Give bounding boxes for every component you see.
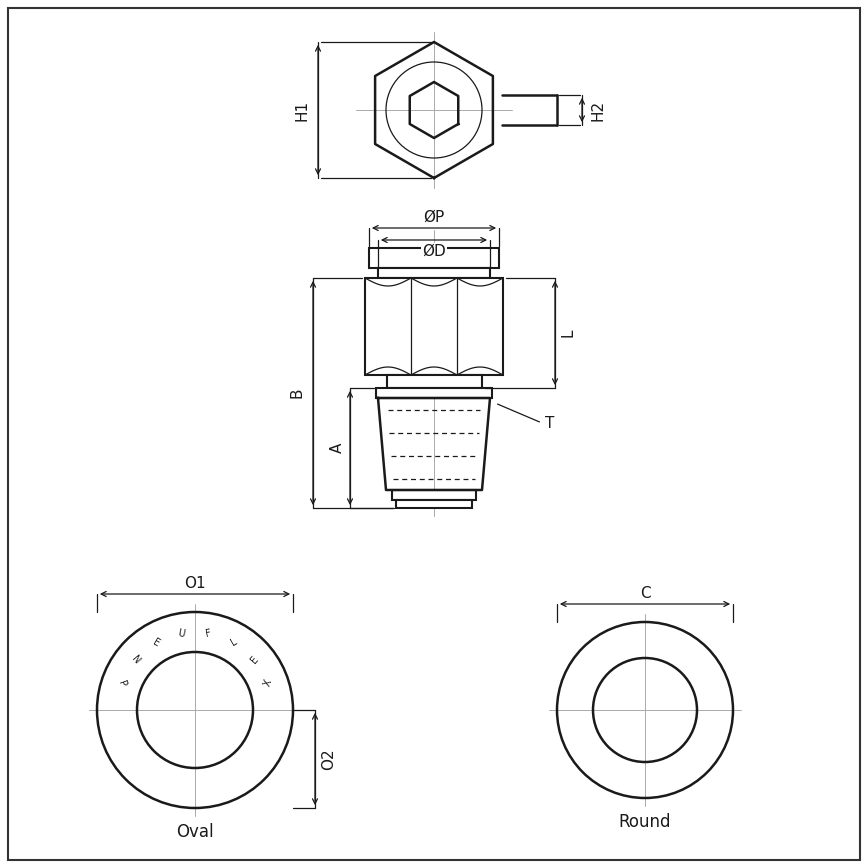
Text: L: L (561, 329, 575, 338)
Text: O2: O2 (321, 748, 337, 770)
Bar (369, 248, 499, 268)
Text: E: E (249, 654, 260, 666)
Text: B: B (290, 388, 305, 398)
Text: Oval: Oval (176, 823, 214, 841)
Text: L: L (229, 637, 239, 648)
Text: F: F (205, 628, 212, 639)
Text: O1: O1 (184, 575, 206, 590)
Text: H2: H2 (590, 100, 606, 121)
Text: U: U (177, 628, 186, 639)
Text: N: N (129, 654, 141, 666)
Text: Round: Round (619, 813, 671, 831)
Bar (386, 375, 482, 388)
Bar (396, 500, 472, 508)
Text: T: T (545, 416, 555, 431)
Text: A: A (330, 443, 345, 453)
Bar (378, 268, 490, 278)
Bar (376, 388, 492, 398)
Bar (365, 278, 503, 375)
Text: X: X (262, 679, 274, 688)
Text: E: E (151, 636, 161, 648)
Text: ØP: ØP (424, 209, 444, 225)
Text: H1: H1 (294, 100, 310, 121)
Text: P: P (116, 679, 128, 687)
Text: ØD: ØD (422, 244, 446, 259)
Bar (392, 490, 476, 500)
Text: C: C (640, 586, 650, 601)
